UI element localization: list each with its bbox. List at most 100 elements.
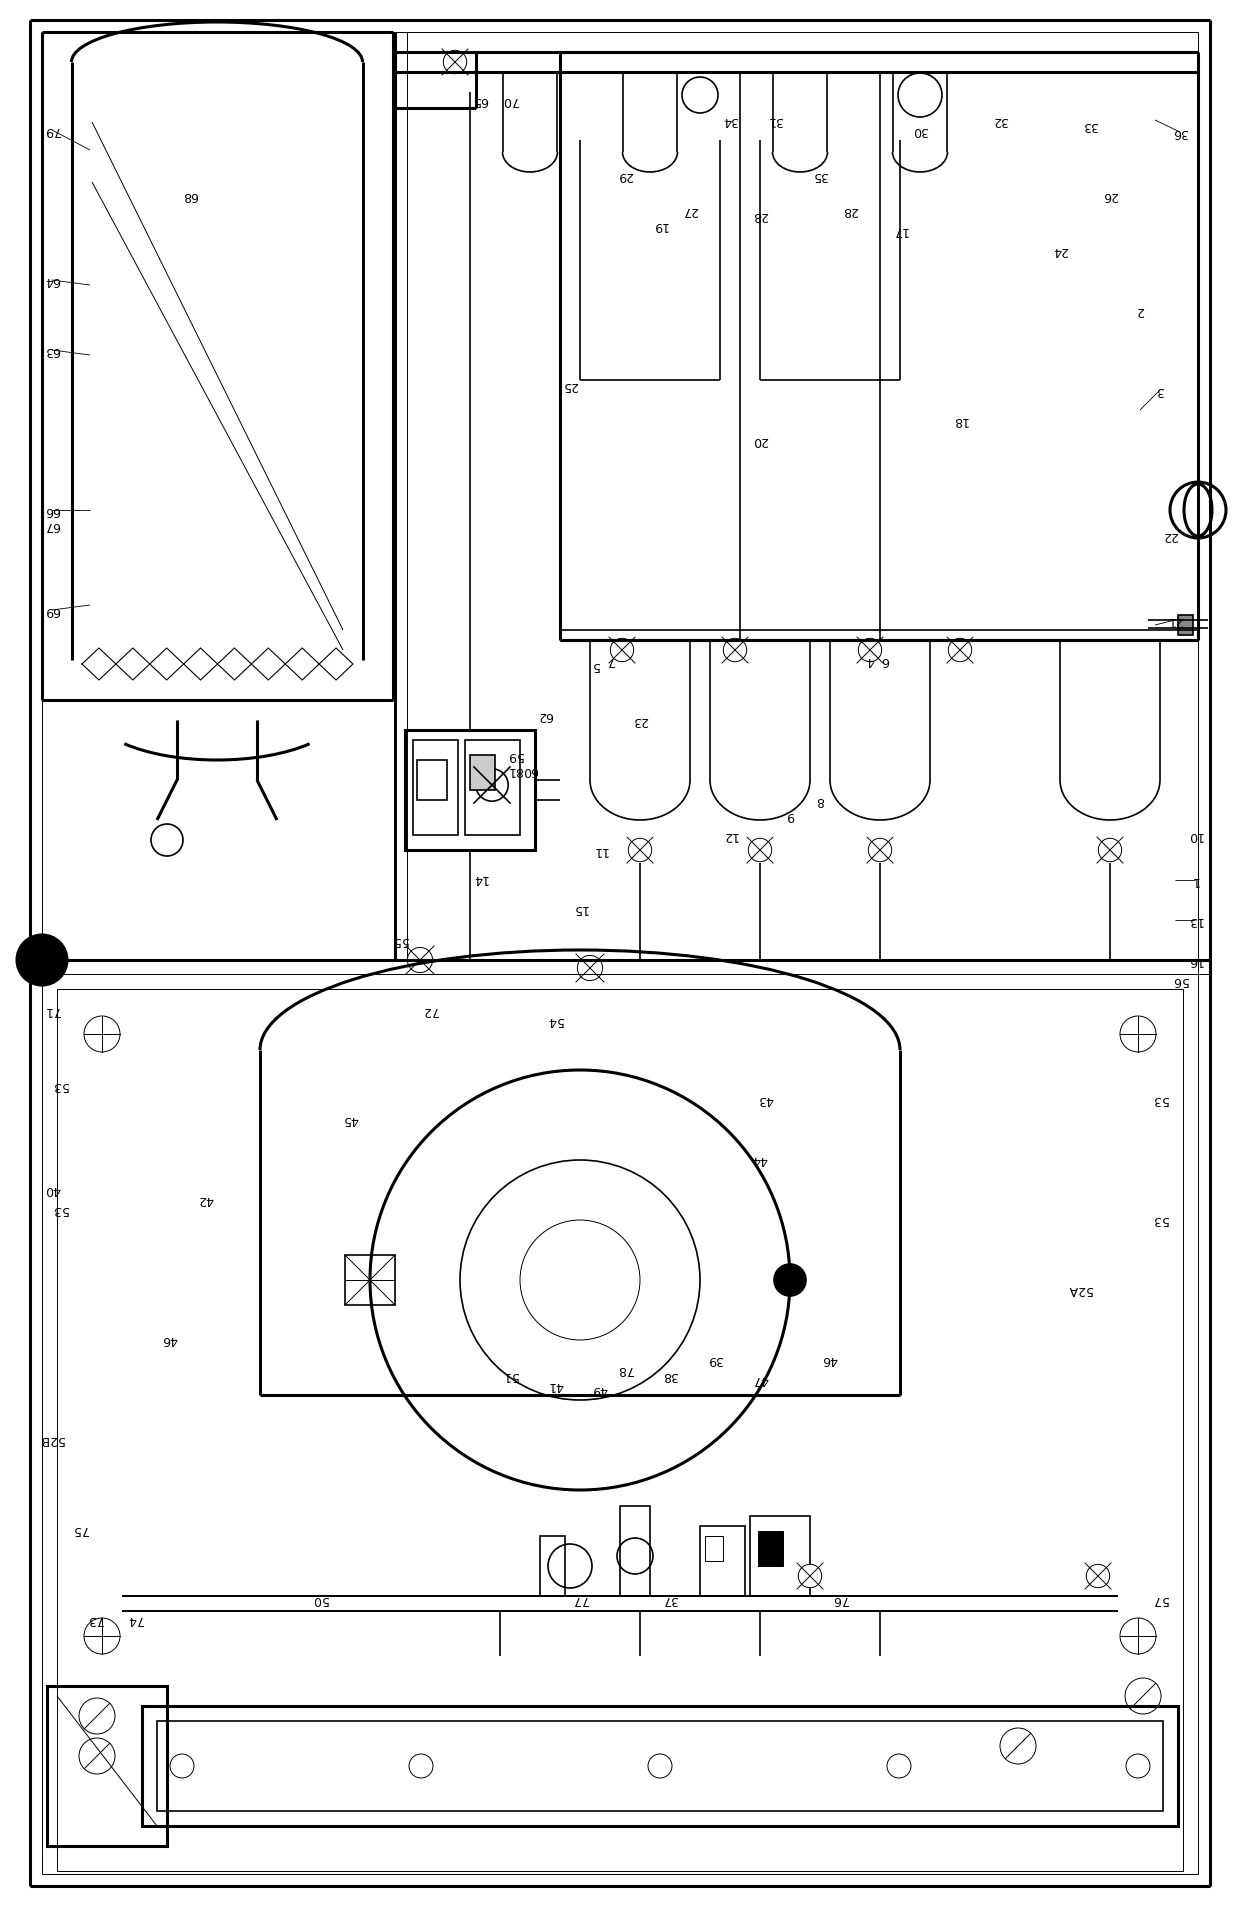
Text: 39: 39 (707, 1353, 723, 1366)
Bar (143, 1705, 1178, 1826)
Text: 71: 71 (45, 1004, 60, 1017)
Text: 15: 15 (572, 902, 588, 914)
Text: 7: 7 (606, 653, 614, 667)
Bar (539, 1537, 565, 1596)
Text: 46: 46 (162, 1334, 177, 1347)
Text: 74: 74 (126, 1613, 143, 1627)
Text: 43: 43 (758, 1094, 773, 1107)
Circle shape (17, 935, 67, 985)
Text: 36: 36 (1172, 126, 1188, 138)
Circle shape (748, 839, 771, 862)
Circle shape (799, 1563, 822, 1588)
Text: 9: 9 (786, 809, 794, 822)
Circle shape (723, 638, 746, 661)
Text: 52B: 52B (40, 1433, 64, 1447)
Text: 69: 69 (45, 604, 60, 617)
Text: 35: 35 (812, 169, 828, 182)
Text: 46: 46 (822, 1353, 838, 1366)
Text: 11: 11 (593, 843, 608, 856)
Text: 41: 41 (547, 1378, 563, 1391)
Text: 49: 49 (593, 1383, 608, 1397)
Text: 32: 32 (992, 113, 1008, 126)
Circle shape (408, 947, 433, 973)
Circle shape (84, 1015, 120, 1052)
Text: 13: 13 (1187, 914, 1203, 927)
Text: 60: 60 (522, 763, 538, 776)
Text: 78: 78 (618, 1364, 632, 1376)
Circle shape (868, 839, 892, 862)
Text: 21: 21 (1167, 613, 1183, 627)
Circle shape (999, 1728, 1035, 1765)
Text: 55: 55 (392, 933, 408, 947)
Bar (470, 755, 495, 789)
Bar (701, 1525, 745, 1596)
Text: 40: 40 (45, 1184, 60, 1196)
Text: 37: 37 (662, 1594, 678, 1606)
Text: 29: 29 (618, 169, 632, 182)
Bar (57, 989, 1183, 1872)
Circle shape (1099, 839, 1122, 862)
Circle shape (79, 1738, 115, 1774)
Text: 53: 53 (52, 1079, 68, 1092)
Text: 28: 28 (842, 203, 858, 217)
Text: 2: 2 (1136, 303, 1145, 316)
Text: 53: 53 (1152, 1094, 1168, 1107)
Bar (750, 1516, 810, 1596)
Text: 70: 70 (502, 94, 518, 107)
Text: 45: 45 (342, 1113, 358, 1127)
Text: 53: 53 (52, 1203, 68, 1217)
Text: 16: 16 (1187, 954, 1203, 966)
Text: 31: 31 (768, 113, 782, 126)
Bar (157, 1721, 1163, 1811)
Bar (758, 1531, 782, 1565)
Text: 50: 50 (312, 1594, 329, 1606)
Circle shape (858, 638, 882, 661)
Text: 8: 8 (816, 793, 825, 807)
Circle shape (949, 638, 972, 661)
Text: 26: 26 (1102, 188, 1118, 201)
Bar (706, 1537, 723, 1562)
Text: 23: 23 (632, 713, 647, 726)
Text: 4: 4 (866, 653, 874, 667)
Text: 17: 17 (892, 224, 908, 236)
Text: 72: 72 (422, 1004, 438, 1017)
Text: 19: 19 (652, 218, 668, 232)
Bar (465, 740, 520, 835)
Text: 1: 1 (1192, 874, 1199, 887)
Text: 73: 73 (87, 1613, 103, 1627)
Text: 34: 34 (722, 113, 738, 126)
Text: 14: 14 (472, 872, 487, 885)
Bar (413, 740, 458, 835)
Circle shape (578, 956, 603, 981)
Text: 59: 59 (507, 749, 523, 761)
Bar (47, 1686, 167, 1845)
Text: 63: 63 (45, 343, 60, 356)
Text: 12: 12 (722, 828, 738, 841)
Text: 67: 67 (45, 519, 60, 531)
Text: 77: 77 (572, 1594, 588, 1606)
Text: 33: 33 (1083, 119, 1097, 132)
Text: 75: 75 (72, 1523, 88, 1537)
Bar (405, 730, 534, 851)
Text: 24: 24 (1052, 243, 1068, 257)
Circle shape (1125, 1678, 1161, 1715)
Text: 79: 79 (45, 123, 60, 136)
Text: 27: 27 (682, 203, 698, 217)
Text: 54: 54 (547, 1014, 563, 1027)
Text: 28: 28 (753, 209, 768, 222)
Circle shape (1120, 1015, 1156, 1052)
Bar (417, 761, 446, 801)
Circle shape (774, 1265, 806, 1295)
Circle shape (629, 839, 652, 862)
Text: 18: 18 (952, 414, 968, 427)
Text: 64: 64 (45, 274, 60, 287)
Text: 5: 5 (591, 659, 599, 671)
Text: 66: 66 (45, 504, 60, 517)
Text: 51: 51 (502, 1368, 518, 1381)
Text: 58: 58 (43, 964, 60, 977)
Text: 56: 56 (1172, 973, 1188, 987)
Bar (345, 1255, 396, 1305)
Bar (620, 1506, 650, 1596)
Text: 42: 42 (197, 1194, 213, 1207)
Text: 25: 25 (562, 379, 578, 391)
